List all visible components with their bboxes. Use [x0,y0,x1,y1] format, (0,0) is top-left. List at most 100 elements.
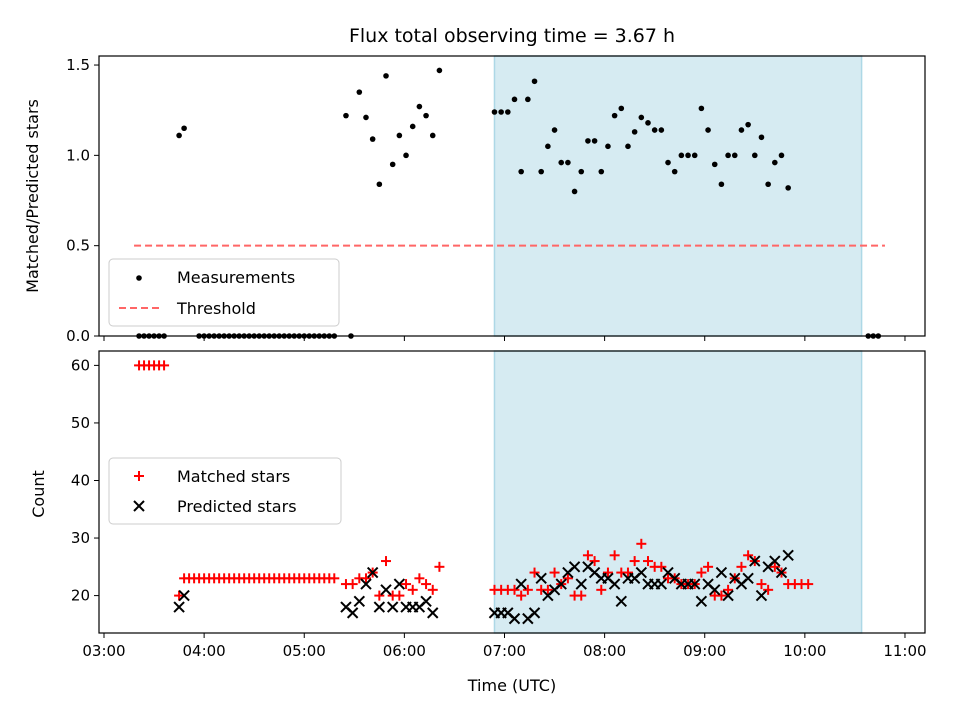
legend-measurements-marker [136,275,142,281]
measurement-point [772,159,778,166]
measurement-point [678,152,685,159]
measurement-point [558,159,565,166]
predicted-point [380,584,392,596]
matched-point [414,573,425,584]
measurement-point [396,132,403,139]
x-tick-label: 04:00 [183,642,226,660]
matched-point [642,556,653,567]
measurement-point [429,132,436,139]
matched-point [529,567,540,578]
matched-point [542,584,553,595]
measurement-point [416,103,423,110]
matched-point [582,550,593,561]
bot-y-tick-label: 50 [71,414,90,432]
measurement-point [671,168,678,175]
measurement-point [651,127,658,133]
measurement-point [423,112,429,119]
matched-point [756,579,767,590]
measurement-point [718,181,725,188]
x-axis-label: Time (UTC) [467,676,556,695]
measurement-point [751,152,758,159]
matched-point [374,590,385,601]
top-panel: 0.0 0.5 1.0 1.5 Matched/Predicted stars Mea… [23,55,926,345]
x-tick-label: 06:00 [383,642,426,660]
measurement-point [738,127,745,133]
measurement-point [731,152,738,159]
predicted-point [386,601,399,613]
matched-point [562,573,573,584]
bot-y-tick-label: 30 [71,529,90,547]
predicted-point [555,578,567,590]
x-tick-label: 03:00 [82,642,125,660]
measurement-point [389,161,396,168]
bottom-plot-frame [98,350,926,634]
predicted-point [709,584,721,596]
measurement-point [181,125,187,132]
measurement-point [551,127,558,133]
predicted-point [749,555,761,567]
matched-point [381,556,392,567]
matched-point [394,590,405,601]
predicted-point [528,607,541,619]
measurement-point [705,127,711,133]
matched-point [763,584,774,595]
matched-point [174,590,185,601]
measurement-point [605,143,611,150]
measurement-point [545,143,551,150]
bot-y-tick-label: 40 [71,471,90,489]
measurement-point [409,123,416,130]
top-highlight-span [493,55,863,337]
legend-predicted-label: Predicted stars [177,497,297,516]
matched-point [509,584,520,595]
matched-point [769,561,780,572]
matched-point [360,573,371,584]
top-series-layer [134,67,885,339]
measurement-point [778,152,785,159]
measurement-point [591,138,598,144]
bottom-panel: 20 30 40 50 60 03:00 04:00 05:00 06:00 07:00 08:0… [29,350,927,695]
bottom-x-axis: 03:00 04:00 05:00 06:00 07:00 08:00 09:00 10:00… [82,633,927,660]
measurement-point [356,89,363,95]
x-tick-label: 07:00 [483,642,526,660]
matched-point [636,538,647,549]
measurement-point [525,96,531,103]
matched-point [522,584,533,595]
matched-point [803,579,814,590]
matched-point [629,556,640,567]
measurement-point [658,127,665,133]
x-tick-label: 10:00 [783,642,826,660]
predicted-point [568,561,581,573]
matched-point [609,550,620,561]
predicted-point [742,572,754,585]
measurement-point [505,109,511,115]
predicted-point [366,566,379,579]
measurement-point [785,185,791,191]
measurement-point [691,152,698,159]
legend-predicted-marker [133,500,145,512]
matched-point [743,550,754,561]
measurement-point [638,114,645,121]
top-y-axis-label: Matched/Predicted stars [23,99,42,293]
legend-measurements-label: Measurements [177,268,295,287]
predicted-point [515,578,527,590]
matched-point [434,561,445,572]
measurement-point [176,132,182,139]
measurement-point [725,152,731,159]
measurement-point [498,109,504,115]
matched-point [596,584,607,595]
x-tick-label: 11:00 [883,642,926,660]
measurement-point [665,159,671,166]
measurement-point [538,168,545,175]
predicted-point [575,578,587,590]
measurement-point [571,188,578,195]
measurement-point [645,120,651,126]
matched-point [716,590,727,601]
measurement-point [531,78,538,85]
measurement-point [383,73,389,79]
predicted-point [635,566,648,579]
x-tick-label: 09:00 [683,642,726,660]
predicted-point [393,578,406,590]
matched-point [656,561,667,572]
measurement-point [745,121,751,128]
top-plot-frame [98,55,926,337]
